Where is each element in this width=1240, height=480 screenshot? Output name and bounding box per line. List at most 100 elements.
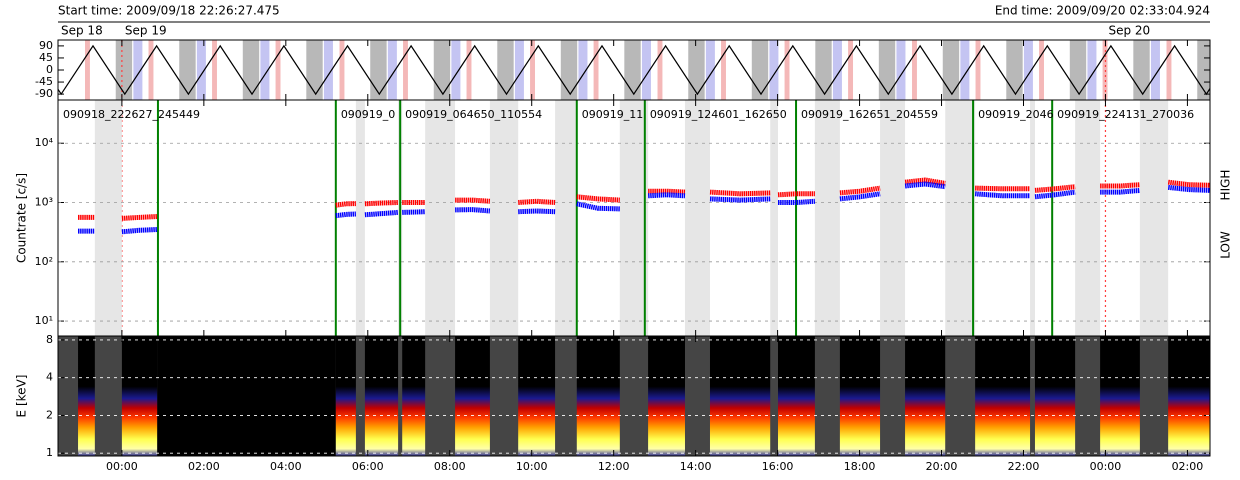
gap-band	[1030, 100, 1035, 336]
spectrum-segment	[905, 336, 946, 456]
start-time: Start time: 2009/09/18 22:26:27.475	[58, 4, 280, 18]
spectrum-segment	[709, 336, 771, 456]
spectrum-segment	[335, 336, 356, 456]
empty-spectrum	[157, 336, 336, 456]
shade-band	[497, 40, 514, 100]
gap-band	[1075, 100, 1101, 336]
gap-band	[555, 100, 577, 336]
shade-band	[212, 40, 217, 100]
legend-label: LOW	[1219, 231, 1233, 259]
spectrum-segment	[975, 336, 1031, 456]
shade-band	[179, 40, 196, 100]
shade-band	[832, 40, 842, 100]
y-tick-label: 2	[46, 408, 53, 421]
shade-band	[784, 40, 790, 100]
gap-band	[619, 100, 649, 336]
segment-label: 090918_222627_245449	[63, 108, 200, 121]
gap-band	[770, 100, 779, 336]
shade-band	[1133, 40, 1150, 100]
shade-band	[133, 40, 143, 100]
x-tick-label: 02:00	[1172, 460, 1204, 473]
y-tick-label: 1	[46, 446, 53, 459]
shade-band	[196, 40, 206, 100]
shade-band	[878, 40, 896, 100]
shade-band	[975, 40, 981, 100]
shade-band	[433, 40, 451, 100]
segment-label: 090919_11	[582, 108, 644, 121]
shade-band	[815, 40, 832, 100]
day-label: Sep 18	[61, 24, 103, 38]
x-tick-label: 00:00	[1090, 460, 1122, 473]
y-tick-label: 8	[46, 333, 53, 346]
shade-band	[530, 40, 535, 100]
gap-band	[814, 100, 840, 336]
shade-band	[1087, 40, 1097, 100]
gap-band	[945, 100, 976, 336]
shade-band	[896, 40, 906, 100]
spectrum-segment	[78, 336, 95, 456]
y-tick-label: -45	[35, 75, 53, 88]
y-tick-label: -90	[35, 87, 53, 100]
gap-band	[1139, 100, 1169, 336]
x-tick-label: 10:00	[516, 460, 548, 473]
y-tick-label: 10¹	[35, 314, 53, 327]
panel-frame	[57, 335, 1211, 457]
shade-band	[688, 40, 705, 100]
shade-band	[403, 40, 408, 100]
x-tick-label: 20:00	[926, 460, 958, 473]
shade-band	[1069, 40, 1087, 100]
spectrum-segment	[1168, 336, 1210, 456]
segment-label: 090919_2046	[978, 108, 1054, 121]
shade-band	[1150, 40, 1160, 100]
shade-band	[942, 40, 960, 100]
shade-band	[115, 40, 133, 100]
segment-label: 090919_162651_204559	[801, 108, 938, 121]
shade-band	[593, 40, 599, 100]
series-line	[57, 44, 1211, 96]
spectrum-segment	[576, 336, 620, 456]
spectrum-segment	[364, 336, 399, 456]
gap-band	[355, 100, 365, 336]
x-tick-label: 04:00	[270, 460, 302, 473]
shade-band	[769, 40, 779, 100]
shade-band	[466, 40, 472, 100]
shade-band	[912, 40, 917, 100]
y-tick-label: 10³	[35, 196, 53, 209]
shade-band	[1023, 40, 1033, 100]
x-tick-label: 00:00	[106, 460, 138, 473]
gap-band	[94, 100, 122, 336]
shade-band	[960, 40, 970, 100]
y-tick-label: 10⁴	[35, 136, 54, 149]
y-axis-label: Countrate [c/s]	[15, 173, 29, 263]
shade-band	[323, 40, 333, 100]
shade-band	[242, 40, 260, 100]
y-tick-label: 4	[46, 371, 53, 384]
shade-band	[370, 40, 387, 100]
shade-band	[705, 40, 715, 100]
x-tick-label: 02:00	[188, 460, 220, 473]
shade-band	[85, 40, 90, 100]
spectrum-segment	[778, 336, 815, 456]
shade-band	[1039, 40, 1044, 100]
day-label: Sep 19	[125, 24, 167, 38]
shade-band	[148, 40, 154, 100]
y-tick-label: 90	[39, 39, 53, 52]
day-label: Sep 20	[1108, 24, 1150, 38]
shade-band	[560, 40, 578, 100]
x-tick-label: 16:00	[762, 460, 794, 473]
shade-band	[1006, 40, 1023, 100]
shade-band	[1166, 40, 1172, 100]
spectrum-segment	[839, 336, 881, 456]
shade-band	[387, 40, 397, 100]
shade-band	[275, 40, 281, 100]
segment-label: 090919_224131_270036	[1057, 108, 1194, 121]
y-tick-label: 0	[46, 63, 53, 76]
shade-band	[641, 40, 651, 100]
segment-label: 090919_124601_162650	[650, 108, 787, 121]
gap-band	[880, 100, 906, 336]
x-tick-label: 22:00	[1008, 460, 1040, 473]
shade-band	[624, 40, 641, 100]
spectrum-segment	[455, 336, 490, 456]
segment-label: 090919_064650_110554	[405, 108, 542, 121]
